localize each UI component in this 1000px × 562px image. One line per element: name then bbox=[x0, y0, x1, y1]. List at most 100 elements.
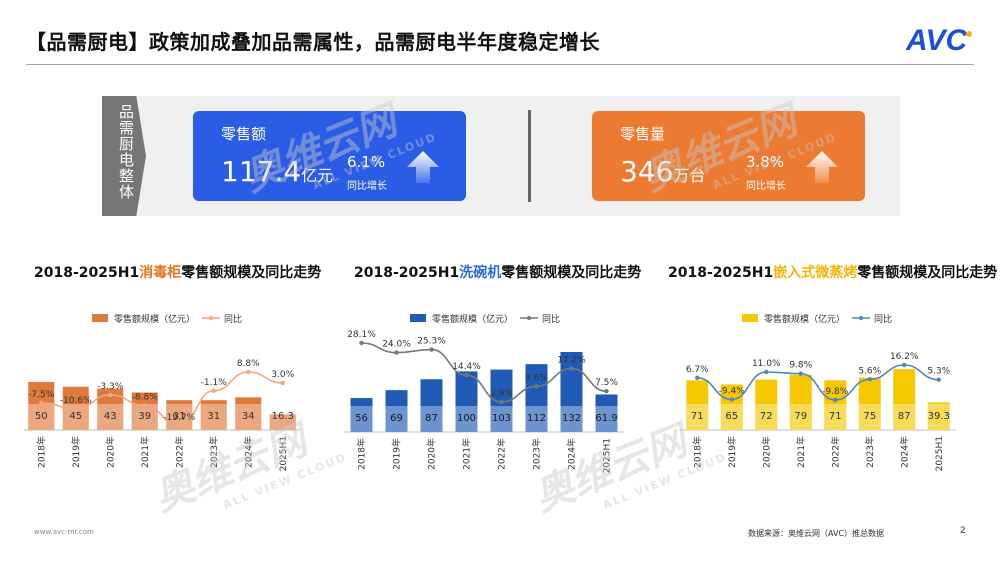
bar-label-backdrop bbox=[560, 406, 583, 432]
yoy-value-label: 16.2% bbox=[890, 352, 919, 362]
retail-volume-unit: 万台 bbox=[673, 166, 706, 185]
bar-label-backdrop bbox=[595, 406, 618, 432]
bar-value-label: 56 bbox=[355, 413, 368, 424]
legend-line-label: 同比 bbox=[224, 313, 242, 325]
bar bbox=[28, 381, 55, 430]
yoy-value-label: 5.6% bbox=[858, 366, 881, 376]
yoy-value-label: 9.8% bbox=[789, 361, 812, 371]
yoy-value-label: 14.4% bbox=[452, 362, 481, 372]
chart-title-disinfection-cabinet: 2018-2025H1消毒柜零售额规模及同比走势 bbox=[34, 265, 322, 281]
x-tick-label: 2024年 bbox=[898, 436, 910, 468]
bar-value-label: 132 bbox=[562, 413, 581, 424]
bar-value-label: 72 bbox=[760, 411, 773, 422]
yoy-point bbox=[280, 380, 285, 386]
bar-label-backdrop bbox=[200, 404, 227, 430]
x-tick-label: 2025H1 bbox=[279, 436, 289, 471]
legend-bar-swatch bbox=[92, 314, 108, 322]
bar-value-label: 103 bbox=[492, 413, 511, 424]
bar-label-backdrop bbox=[720, 404, 743, 430]
yoy-point bbox=[902, 362, 907, 368]
bar-label-backdrop bbox=[385, 406, 408, 432]
legend-line-marker bbox=[859, 316, 863, 320]
yoy-point bbox=[499, 399, 504, 405]
bar-label-backdrop bbox=[490, 406, 513, 432]
yoy-value-label: 24.0% bbox=[382, 340, 411, 350]
bar-label-backdrop bbox=[789, 404, 812, 430]
retail-volume-growth: 3.8% bbox=[746, 153, 785, 171]
title-divider bbox=[26, 64, 974, 65]
legend-bar-label: 零售额规模（亿元） bbox=[114, 313, 195, 325]
x-tick-label: 2020年 bbox=[760, 436, 772, 468]
bar bbox=[720, 384, 743, 430]
yoy-value-label: -7.5% bbox=[28, 390, 55, 400]
bar-value-label: 87 bbox=[425, 413, 438, 424]
yoy-value-label: 9.6% bbox=[525, 373, 548, 383]
chart-title-highlight: 洗碗机 bbox=[459, 265, 502, 281]
bar bbox=[789, 374, 812, 430]
chart-title-highlight: 消毒柜 bbox=[139, 265, 182, 281]
x-tick-label: 2023年 bbox=[531, 438, 543, 470]
bar-value-label: 61.9 bbox=[595, 413, 617, 424]
bar bbox=[200, 400, 227, 430]
bar-value-label: 31 bbox=[207, 411, 220, 422]
x-tick-label: 2023年 bbox=[208, 436, 220, 468]
bar bbox=[455, 371, 478, 432]
yoy-value-label: 5.3% bbox=[927, 367, 950, 377]
bar-value-label: 87 bbox=[898, 411, 911, 422]
yoy-value-label: -3.3% bbox=[97, 382, 124, 392]
legend-line-marker bbox=[209, 316, 213, 320]
yoy-point bbox=[394, 350, 399, 355]
yoy-point bbox=[534, 384, 539, 389]
bar bbox=[525, 364, 548, 432]
bar bbox=[420, 379, 443, 432]
retail-volume-card: 零售量 346万台 3.8% 同比增长 bbox=[592, 111, 865, 201]
bar-label-backdrop bbox=[97, 404, 124, 430]
x-tick-label: 2022年 bbox=[173, 436, 185, 468]
retail-volume-label: 零售量 bbox=[620, 125, 666, 143]
bar bbox=[595, 394, 618, 432]
yoy-point bbox=[604, 389, 609, 394]
x-tick-label: 2018年 bbox=[691, 436, 703, 468]
yoy-point bbox=[177, 423, 182, 429]
x-tick-label: 2019年 bbox=[391, 438, 403, 470]
bar-value-label: 45 bbox=[69, 411, 82, 422]
yoy-value-label: 6.7% bbox=[686, 365, 709, 375]
legend-bar-swatch bbox=[742, 314, 758, 322]
bar-label-backdrop bbox=[824, 404, 847, 430]
bar-value-label: 39 bbox=[138, 411, 151, 422]
bar-value-label: 71 bbox=[691, 411, 704, 422]
yoy-value-label: -8.8% bbox=[132, 392, 159, 402]
x-tick-label: 2019年 bbox=[726, 436, 738, 468]
bar-value-label: 79 bbox=[794, 411, 807, 422]
legend-line-label: 同比 bbox=[542, 313, 560, 325]
yoy-line bbox=[697, 364, 939, 401]
bar-value-label: 31 bbox=[173, 411, 186, 422]
yoy-point bbox=[569, 366, 574, 371]
bar-label-backdrop bbox=[893, 404, 916, 430]
bar-label-backdrop bbox=[525, 406, 548, 432]
x-tick-label: 2022年 bbox=[829, 436, 841, 468]
bar bbox=[269, 414, 296, 430]
x-tick-label: 2018年 bbox=[356, 438, 368, 470]
yoy-point bbox=[936, 377, 941, 382]
x-tick-label: 2023年 bbox=[864, 436, 876, 468]
legend-bar-label: 零售额规模（亿元） bbox=[764, 313, 845, 325]
card-divider bbox=[528, 110, 531, 202]
x-tick-label: 2024年 bbox=[566, 438, 578, 470]
bar-value-label: 100 bbox=[457, 413, 476, 424]
bar bbox=[755, 379, 778, 430]
bar bbox=[350, 398, 373, 432]
bar-label-backdrop bbox=[350, 406, 373, 432]
bar-value-label: 39.3 bbox=[928, 411, 950, 422]
yoy-value-label: 28.1% bbox=[347, 330, 376, 340]
summary-side-label: 品需厨电整体 bbox=[117, 104, 135, 200]
x-tick-label: 2021年 bbox=[795, 436, 807, 468]
page-number: 2 bbox=[960, 526, 966, 536]
yoy-value-label: 7.5% bbox=[595, 378, 618, 388]
yoy-point bbox=[764, 369, 769, 375]
yoy-value-label: -1.1% bbox=[201, 378, 228, 388]
chart-title-built-in-steam-oven: 2018-2025H1嵌入式微蒸烤零售额规模及同比走势 bbox=[668, 265, 998, 281]
yoy-point bbox=[39, 400, 44, 406]
bar bbox=[893, 369, 916, 430]
